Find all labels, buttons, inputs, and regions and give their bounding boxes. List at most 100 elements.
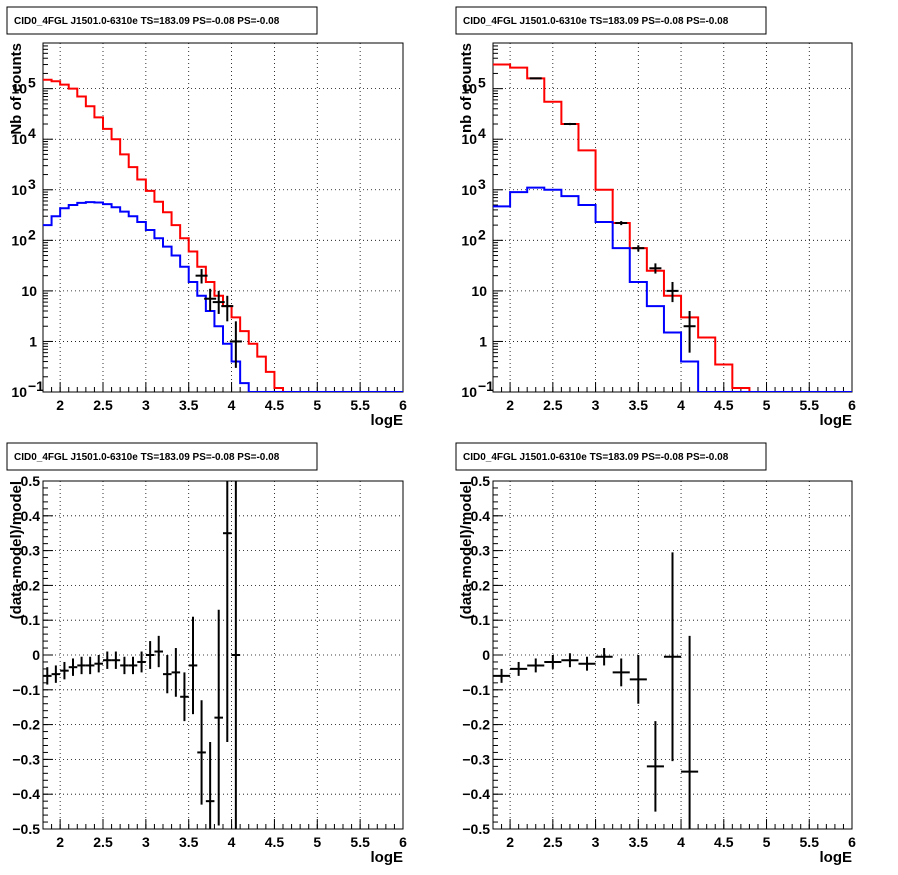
data-point (632, 245, 645, 252)
residual-point (561, 653, 579, 668)
data-point (221, 295, 234, 322)
y-tick-exponent: 2 (478, 226, 486, 242)
chart-panel-4: 2 2.5 3 3.5 4 4.5 5 5.5 6 −0.5 −0.4 −0.3 −0.2 −0.1 0 0.… (455, 442, 856, 866)
y-tick-label: 10 (461, 131, 477, 147)
x-tick-label: 4.5 (714, 397, 734, 413)
y-tick-exponent: 2 (28, 226, 36, 242)
y-tick-label: −0.5 (12, 821, 40, 837)
x-tick-label: 2 (506, 834, 514, 850)
y-axis-title: nb of counts (458, 43, 475, 133)
y-tick-label: 1 (29, 333, 37, 349)
residual-point (163, 655, 172, 694)
y-tick-label: −0.5 (462, 821, 490, 837)
x-axis-title: logE (371, 412, 404, 429)
y-axis-title: (data-model)/model (458, 481, 475, 619)
x-tick-label: 2.5 (93, 834, 113, 850)
y-tick-label: 0 (32, 647, 40, 663)
x-tick-label: 4.5 (265, 834, 285, 850)
residual-point (544, 655, 562, 669)
residual-point (120, 656, 129, 675)
x-tick-label: 3.5 (179, 397, 199, 413)
y-tick-label: 10 (11, 131, 27, 147)
residual-point (85, 656, 95, 675)
title-box (6, 442, 318, 471)
x-tick-label: 3.5 (629, 397, 649, 413)
y-tick-label: 10 (461, 81, 477, 97)
residual-point (154, 635, 163, 668)
residual-point (646, 721, 664, 812)
x-tick-label: 3.5 (179, 834, 199, 850)
x-axis-title: logE (371, 849, 404, 866)
title-box (6, 6, 318, 35)
y-tick-label: −0.1 (12, 682, 40, 698)
residual-point (663, 552, 682, 762)
x-tick-label: 5 (763, 397, 771, 413)
y-tick-label: 0.4 (471, 508, 491, 524)
plot-frame (492, 42, 853, 393)
chart-title: CID0_4FGL J1501.0-6310e TS=183.09 PS=-0.… (14, 16, 280, 27)
y-tick-label: −0.3 (462, 751, 490, 767)
model-total-histogram (493, 63, 852, 392)
y-tick-label: 10 (11, 182, 27, 198)
x-tick-label: 2.5 (93, 397, 113, 413)
chart-panel-3: 2 2.5 3 3.5 4 4.5 5 5.5 6 −0.5 −0.4 −0.3 −0.2 −0.1 0 0.… (6, 442, 407, 866)
axes (492, 480, 853, 830)
residual-point (681, 635, 699, 829)
data-point (204, 288, 217, 312)
y-tick-label: −0.4 (462, 786, 490, 802)
y-tick-exponent: 3 (28, 176, 36, 192)
residual-point (111, 651, 121, 669)
residual-point (223, 481, 232, 742)
residual-point (188, 616, 198, 715)
residual-point (43, 667, 52, 685)
x-tick-label: 4 (228, 397, 236, 413)
x-tick-label: 5.5 (350, 397, 370, 413)
x-tick-label: 5.5 (350, 834, 370, 850)
y-tick-exponent: 3 (478, 176, 486, 192)
residual-point (629, 655, 647, 704)
y-tick-label: −0.1 (462, 682, 490, 698)
x-tick-label: 4.5 (265, 397, 285, 413)
y-tick-label: 0.5 (471, 473, 491, 489)
model-source-histogram (43, 201, 403, 392)
data-point (229, 321, 242, 368)
residual-point (578, 656, 596, 671)
x-tick-label: 5 (313, 834, 321, 850)
plot-area (43, 78, 403, 392)
data-point (649, 263, 662, 274)
y-tick-exponent: 5 (28, 75, 36, 91)
title-box (455, 442, 767, 471)
y-tick-label: −0.2 (12, 717, 40, 733)
x-tick-label: 5.5 (800, 397, 820, 413)
y-axis-title: (data-model)/model (8, 481, 25, 619)
y-tick-label: 10 (21, 283, 37, 299)
residual-point (51, 665, 61, 683)
y-tick-label: 0.4 (21, 508, 41, 524)
y-tick-label: 10 (461, 384, 477, 400)
residual-point (197, 700, 206, 805)
y-tick-label: 10 (11, 232, 27, 248)
x-tick-label: 6 (848, 397, 856, 413)
y-tick-label: 10 (461, 232, 477, 248)
residual-point (137, 651, 146, 673)
x-tick-label: 5 (763, 834, 771, 850)
residual-point (231, 481, 241, 829)
y-tick-label: 0.2 (21, 577, 41, 593)
y-tick-label: 10 (471, 283, 487, 299)
y-axis-title: Nb of counts (8, 43, 25, 135)
x-tick-label: 4 (228, 834, 236, 850)
x-tick-label: 4 (677, 397, 685, 413)
chart-title: CID0_4FGL J1501.0-6310e TS=183.09 PS=-0.… (463, 16, 729, 27)
residual-point (527, 658, 545, 673)
chart-title: CID0_4FGL J1501.0-6310e TS=183.09 PS=-0.… (14, 452, 280, 463)
x-tick-label: 3 (142, 397, 150, 413)
axes (42, 42, 404, 393)
plot-area (43, 481, 241, 829)
y-tick-label: 0.1 (471, 612, 491, 628)
y-tick-exponent: −1 (28, 378, 44, 394)
residual-point (214, 609, 223, 826)
model-total-histogram (43, 78, 403, 392)
